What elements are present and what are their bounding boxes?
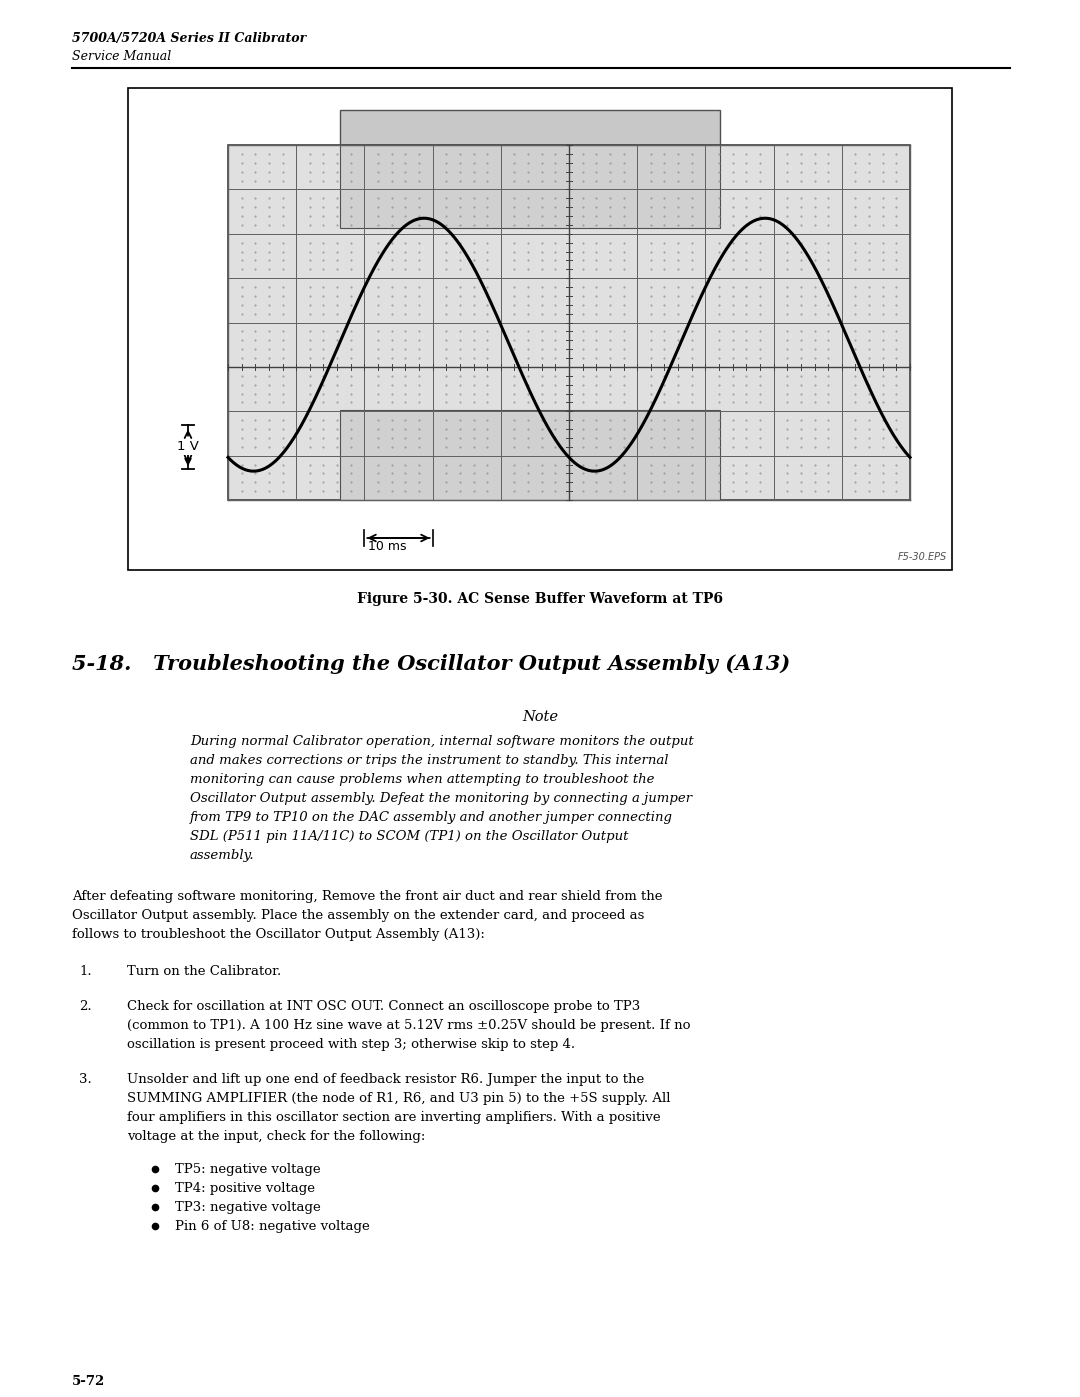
Text: 2.: 2. [79, 1000, 92, 1013]
Text: four amplifiers in this oscillator section are inverting amplifiers. With a posi: four amplifiers in this oscillator secti… [127, 1111, 661, 1125]
Text: monitoring can cause problems when attempting to troubleshoot the: monitoring can cause problems when attem… [190, 773, 654, 787]
Text: (common to TP1). A 100 Hz sine wave at 5.12V rms ±0.25V should be present. If no: (common to TP1). A 100 Hz sine wave at 5… [127, 1018, 690, 1032]
Text: 5-18.   Troubleshooting the Oscillator Output Assembly (A13): 5-18. Troubleshooting the Oscillator Out… [72, 654, 791, 673]
Text: 10 ms: 10 ms [368, 541, 407, 553]
Text: follows to troubleshoot the Oscillator Output Assembly (A13):: follows to troubleshoot the Oscillator O… [72, 928, 485, 942]
Text: SUMMING AMPLIFIER (the node of R1, R6, and U3 pin 5) to the +5S supply. All: SUMMING AMPLIFIER (the node of R1, R6, a… [127, 1092, 671, 1105]
Text: Service Manual: Service Manual [72, 50, 172, 63]
Text: 1 V: 1 V [177, 440, 199, 453]
Text: TP5: negative voltage: TP5: negative voltage [175, 1162, 321, 1176]
Text: During normal Calibrator operation, internal software monitors the output: During normal Calibrator operation, inte… [190, 735, 693, 747]
Text: Unsolder and lift up one end of feedback resistor R6. Jumper the input to the: Unsolder and lift up one end of feedback… [127, 1073, 645, 1085]
Bar [340, 110, 720, 145]
Text: TP3: negative voltage: TP3: negative voltage [175, 1201, 321, 1214]
Text: voltage at the input, check for the following:: voltage at the input, check for the foll… [127, 1130, 426, 1143]
Bar [340, 409, 720, 500]
Text: Note: Note [522, 710, 558, 724]
Text: 5-72: 5-72 [72, 1375, 105, 1389]
Text: Oscillator Output assembly. Place the assembly on the extender card, and proceed: Oscillator Output assembly. Place the as… [72, 909, 645, 922]
Bar [129, 88, 951, 570]
Text: Pin 6 of U8: negative voltage: Pin 6 of U8: negative voltage [175, 1220, 369, 1234]
Text: F5-30.EPS: F5-30.EPS [897, 552, 947, 562]
Text: oscillation is present proceed with step 3; otherwise skip to step 4.: oscillation is present proceed with step… [127, 1038, 576, 1051]
Text: Turn on the Calibrator.: Turn on the Calibrator. [127, 965, 281, 978]
Text: and makes corrections or trips the instrument to standby. This internal: and makes corrections or trips the instr… [190, 754, 669, 767]
Text: Oscillator Output assembly. Defeat the monitoring by connecting a jumper: Oscillator Output assembly. Defeat the m… [190, 792, 692, 805]
Bar [340, 145, 720, 228]
Bar [228, 145, 910, 500]
Text: assembly.: assembly. [190, 849, 255, 862]
Text: Check for oscillation at INT OSC OUT. Connect an oscilloscope probe to TP3: Check for oscillation at INT OSC OUT. Co… [127, 1000, 640, 1013]
Text: Figure 5-30. AC Sense Buffer Waveform at TP6: Figure 5-30. AC Sense Buffer Waveform at… [357, 592, 723, 606]
Text: TP4: positive voltage: TP4: positive voltage [175, 1182, 315, 1194]
Text: 5700A/5720A Series II Calibrator: 5700A/5720A Series II Calibrator [72, 32, 307, 45]
Text: SDL (P511 pin 11A/11C) to SCOM (TP1) on the Oscillator Output: SDL (P511 pin 11A/11C) to SCOM (TP1) on … [190, 830, 629, 842]
Text: 1.: 1. [79, 965, 92, 978]
Text: from TP9 to TP10 on the DAC assembly and another jumper connecting: from TP9 to TP10 on the DAC assembly and… [190, 812, 673, 824]
Text: 3.: 3. [79, 1073, 92, 1085]
Text: After defeating software monitoring, Remove the front air duct and rear shield f: After defeating software monitoring, Rem… [72, 890, 662, 902]
